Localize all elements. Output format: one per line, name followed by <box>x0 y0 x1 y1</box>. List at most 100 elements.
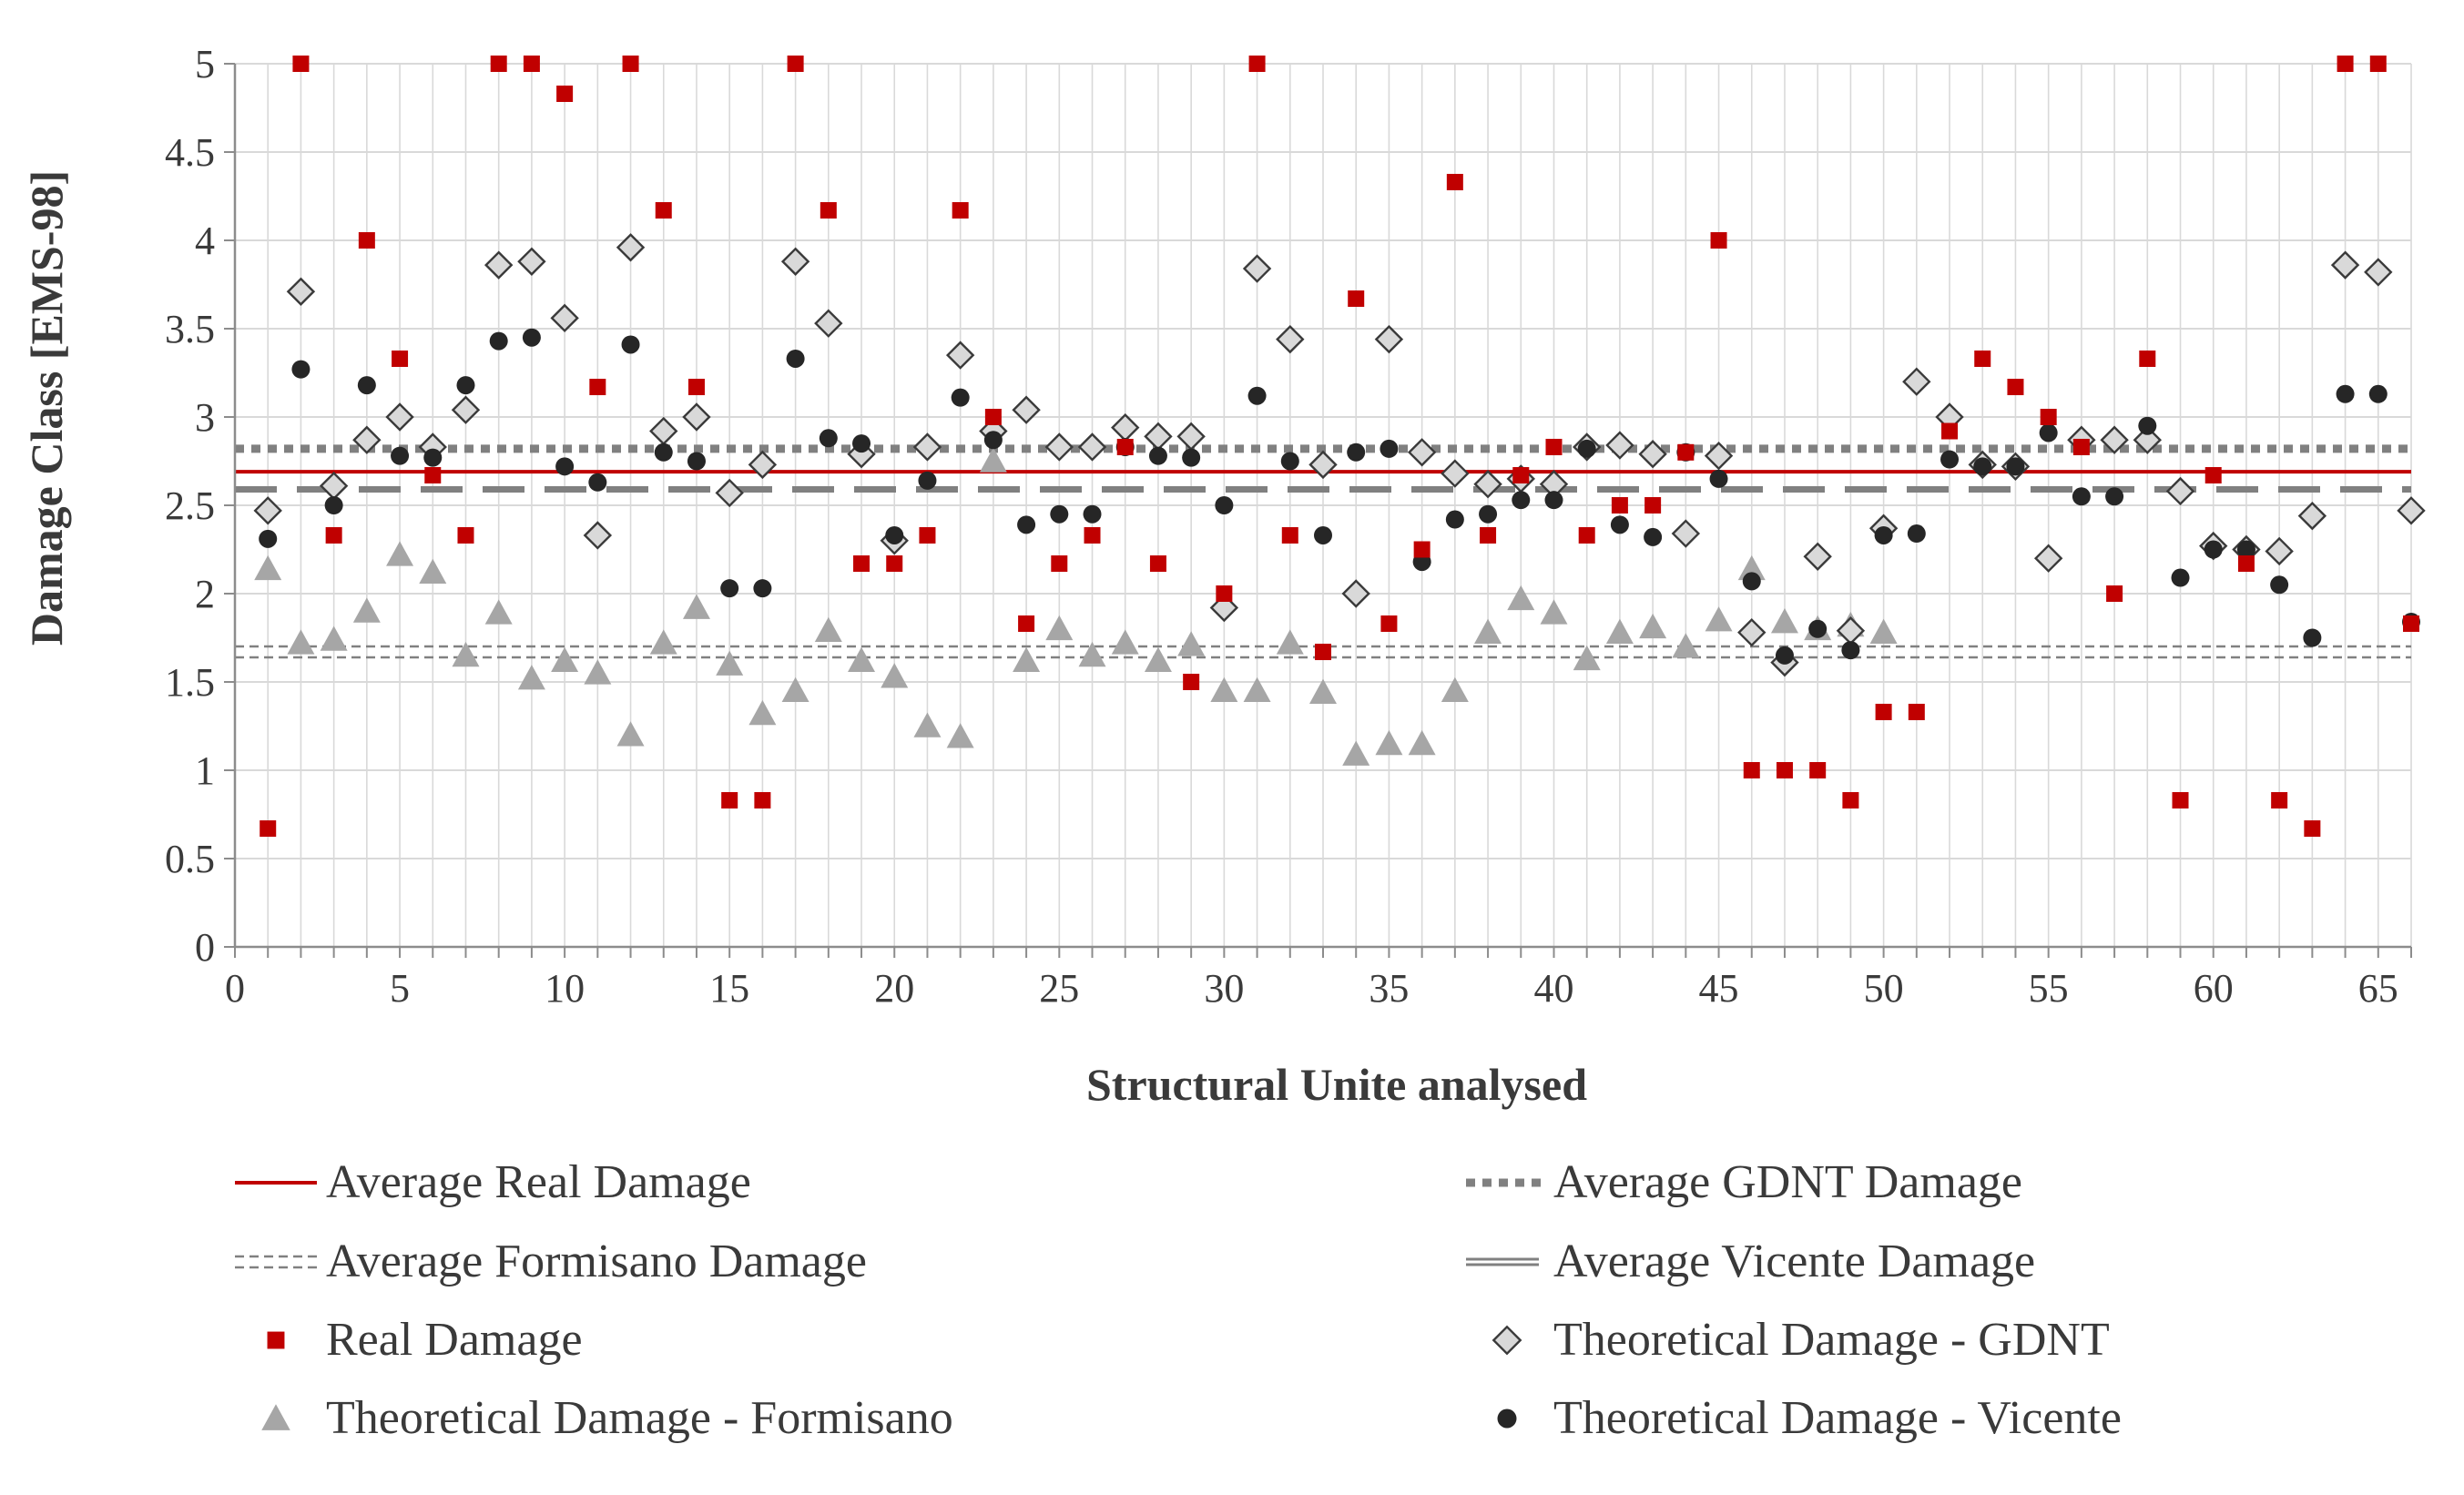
gdnt-damage-point <box>2364 258 2393 287</box>
tick-labels: 0 5 10 15 20 25 30 35 40 45 50 55 60 6500.511.522.533… <box>165 42 2398 1011</box>
legend-item: Average Formisano Damage <box>235 1236 867 1287</box>
vicente-damage-point <box>885 525 904 544</box>
gdnt-damage-point <box>1605 431 1634 460</box>
real-damage-point <box>622 56 639 72</box>
gdnt-damage-point <box>1638 440 1667 469</box>
legend-item: Real Damage <box>267 1314 583 1366</box>
legend-label: Real Damage <box>326 1314 583 1366</box>
formisano-damage-point <box>1869 618 1898 644</box>
gdnt-damage-point <box>517 247 546 276</box>
gdnt-damage-point <box>253 496 282 525</box>
vicente-damage-point <box>1512 491 1531 510</box>
gdnt-damage-point <box>583 521 613 550</box>
gdnt-damage-point <box>616 233 646 262</box>
real-damage-point <box>1512 467 1530 484</box>
gdnt-damage-point <box>1176 422 1206 452</box>
formisano-damage-point <box>1408 729 1436 756</box>
vicente-damage-point <box>423 448 443 467</box>
gdnt-damage-point <box>780 247 810 276</box>
x-tick-label: 60 <box>2194 966 2234 1011</box>
vicente-damage-point <box>1742 572 1761 591</box>
legend-item: Theoretical Damage - Formisano <box>261 1392 953 1444</box>
formisano-damage-point <box>1342 740 1370 766</box>
formisano-damage-point <box>1672 633 1700 658</box>
gdnt-damage-point <box>2265 536 2294 566</box>
formisano-damage-point <box>1078 641 1106 667</box>
vicente-damage-point <box>1083 504 1102 524</box>
vicente-damage-point <box>1841 641 1860 660</box>
vicente-damage-point <box>918 471 937 490</box>
gdnt-damage-point <box>286 277 316 306</box>
vicente-damage-point <box>1973 457 1992 476</box>
legend-swatch-square <box>267 1331 285 1349</box>
formisano-damage-point <box>616 721 645 747</box>
real-damage-point <box>523 56 540 72</box>
legend-item: Theoretical Damage - Vicente <box>1497 1392 2122 1444</box>
vicente-damage-point <box>753 579 772 598</box>
series-diamond <box>253 233 2426 677</box>
x-tick-label: 40 <box>1533 966 1573 1011</box>
y-tick-label: 0 <box>195 925 215 970</box>
real-damage-point <box>1480 526 1497 544</box>
vicente-damage-point <box>1775 646 1794 665</box>
legend-swatch-triangle <box>261 1404 290 1430</box>
real-damage-point <box>1084 526 1101 544</box>
real-damage-point <box>2139 350 2156 367</box>
gdnt-damage-point <box>2165 476 2195 506</box>
legend-item: Average Real Damage <box>235 1156 751 1208</box>
legend-item: Average Vicente Damage <box>1466 1236 2035 1287</box>
real-damage-point <box>687 379 705 396</box>
real-damage-point <box>1380 615 1398 632</box>
x-tick-label: 15 <box>709 966 749 1011</box>
axes <box>224 63 2412 958</box>
real-damage-point <box>1018 615 1035 632</box>
real-damage-point <box>2304 820 2321 838</box>
real-damage-point <box>2040 409 2057 425</box>
formisano-damage-point <box>584 659 612 685</box>
real-damage-point <box>2271 791 2288 809</box>
gdnt-damage-point <box>2330 250 2360 280</box>
x-tick-label: 5 <box>390 966 410 1011</box>
x-tick-label: 50 <box>1864 966 1904 1011</box>
gdnt-damage-point <box>748 450 778 480</box>
real-damage-point <box>1710 232 1727 249</box>
gdnt-damage-point <box>2100 425 2129 454</box>
gdnt-damage-point <box>945 341 975 370</box>
formisano-damage-point <box>1111 629 1139 655</box>
gdnt-damage-point <box>550 303 579 333</box>
gdnt-damage-point <box>1704 441 1734 471</box>
real-damage-point <box>1183 674 1200 690</box>
vicente-damage-point <box>456 376 475 395</box>
formisano-damage-point <box>781 676 809 702</box>
real-damage-point <box>721 791 738 809</box>
formisano-damage-point <box>1045 615 1074 641</box>
vicente-damage-point <box>1479 504 1498 524</box>
x-axis-title: Structural Unite analysed <box>1086 1059 1587 1110</box>
formisano-damage-point <box>682 594 710 619</box>
formisano-damage-point <box>1375 729 1403 756</box>
formisano-damage-point <box>716 650 744 676</box>
x-tick-label: 10 <box>545 966 585 1011</box>
legend-item: Average GDNT Damage <box>1466 1156 2022 1208</box>
formisano-damage-point <box>1573 645 1601 671</box>
gdnt-damage-point <box>1341 579 1370 608</box>
real-damage-point <box>2237 555 2255 573</box>
real-damage-point <box>1776 762 1793 778</box>
formisano-damage-point <box>649 629 677 655</box>
real-damage-point <box>325 526 342 544</box>
real-damage-point <box>1908 703 1925 720</box>
formisano-damage-point <box>484 599 513 625</box>
vicente-damage-point <box>1215 496 1234 514</box>
real-damage-point <box>787 56 804 72</box>
x-tick-label: 45 <box>1699 966 1739 1011</box>
formisano-damage-point <box>848 646 876 673</box>
real-damage-point <box>919 526 936 544</box>
vicente-damage-point <box>1644 527 1663 546</box>
vicente-damage-point <box>2336 384 2355 403</box>
x-tick-label: 25 <box>1039 966 1079 1011</box>
formisano-damage-point <box>1705 606 1733 632</box>
x-tick-label: 35 <box>1369 966 1409 1011</box>
real-damage-point <box>820 202 837 219</box>
vicente-damage-point <box>1182 448 1201 467</box>
legend-swatch-diamond <box>1492 1325 1522 1356</box>
